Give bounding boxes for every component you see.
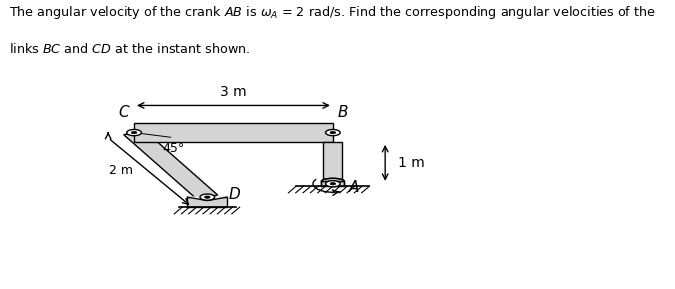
Circle shape xyxy=(330,131,335,134)
Text: C: C xyxy=(118,105,129,120)
Text: D: D xyxy=(228,187,240,202)
Circle shape xyxy=(325,129,340,136)
Text: links $BC$ and $CD$ at the instant shown.: links $BC$ and $CD$ at the instant shown… xyxy=(9,42,250,56)
Circle shape xyxy=(200,194,215,200)
Bar xyxy=(321,181,344,186)
Polygon shape xyxy=(321,178,344,181)
Bar xyxy=(134,123,333,142)
Text: The angular velocity of the crank $AB$ is $\omega_A$ = 2 rad/s. Find the corresp: The angular velocity of the crank $AB$ i… xyxy=(9,4,655,21)
Circle shape xyxy=(325,181,340,187)
Circle shape xyxy=(205,196,210,198)
Circle shape xyxy=(330,183,335,185)
Text: A: A xyxy=(348,179,359,194)
Text: 45°: 45° xyxy=(163,142,185,155)
Text: 3 m: 3 m xyxy=(220,85,247,99)
Text: B: B xyxy=(338,105,348,120)
Polygon shape xyxy=(124,130,217,199)
Circle shape xyxy=(132,131,137,134)
Text: 1 m: 1 m xyxy=(398,156,425,170)
Bar xyxy=(188,197,227,207)
Text: 2 m: 2 m xyxy=(109,164,133,177)
Circle shape xyxy=(127,129,141,136)
Bar xyxy=(323,142,342,184)
Polygon shape xyxy=(188,197,227,201)
